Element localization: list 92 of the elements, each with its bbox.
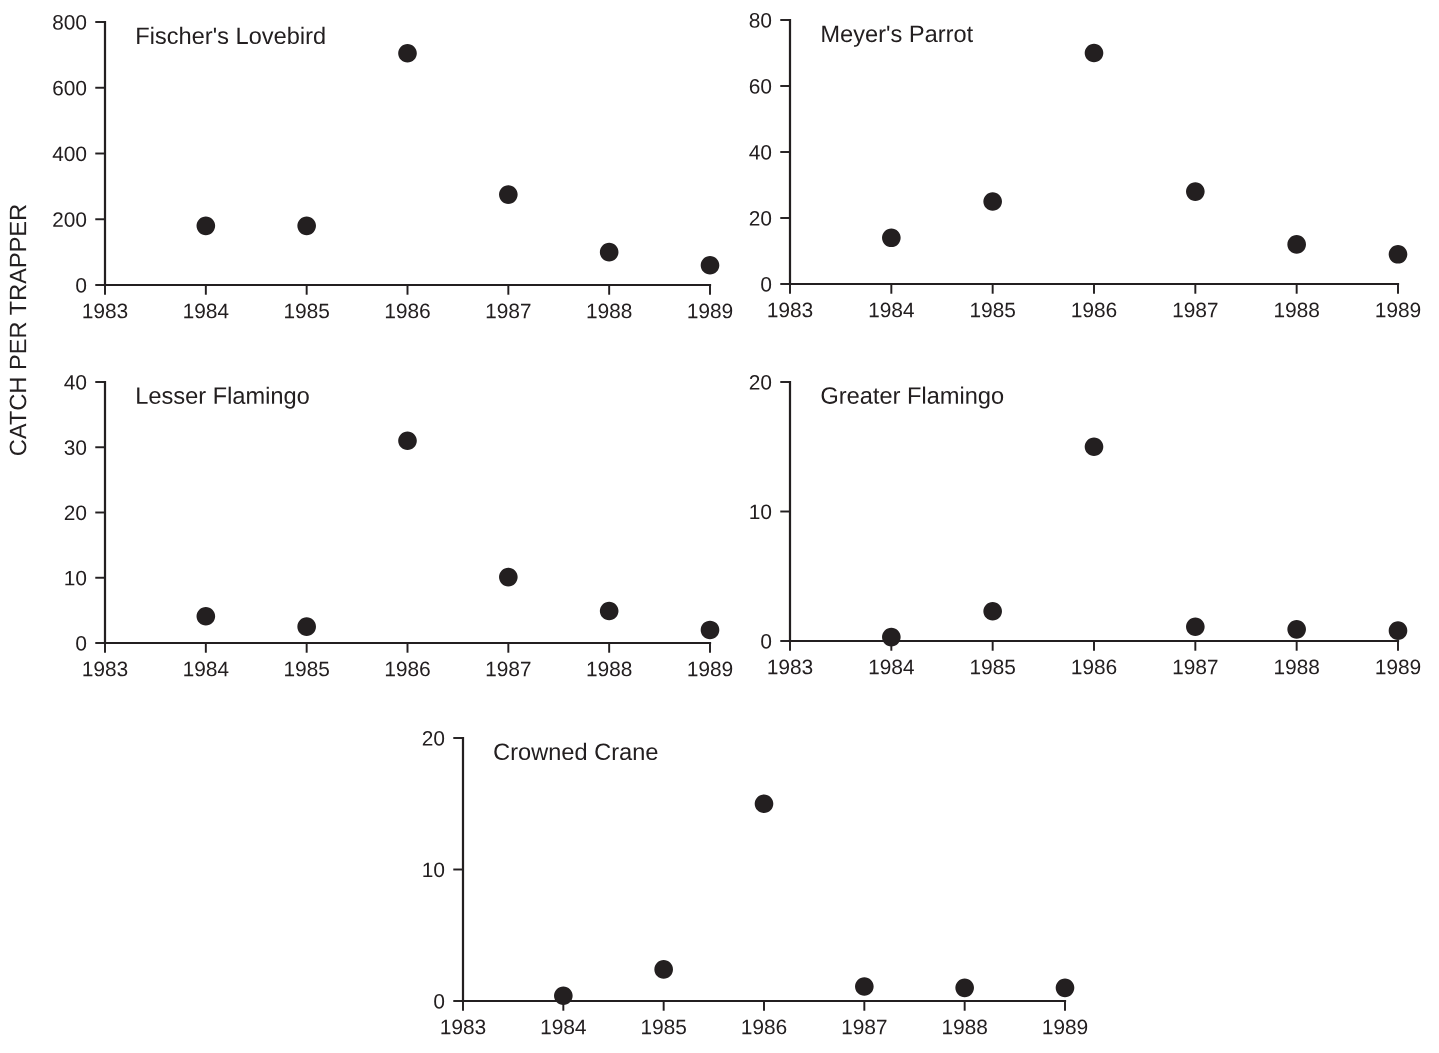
y-tick-label: 20 [422, 731, 445, 746]
point [754, 794, 774, 814]
y-tick-label: 0 [76, 278, 87, 293]
point [599, 601, 619, 621]
x-tick-label: 1989 [1043, 1019, 1088, 1035]
x-tick-label: 1987 [486, 661, 531, 677]
point [1388, 244, 1408, 264]
x-tick-label: 1986 [385, 661, 430, 677]
point [196, 216, 216, 236]
x-tick-label: 1983 [768, 659, 813, 675]
y-tick-label: 20 [749, 211, 772, 226]
point [1186, 617, 1205, 637]
x-tick-label: 1987 [486, 303, 531, 319]
point [499, 185, 518, 204]
x-tick-label: 1984 [869, 659, 914, 675]
point [1186, 182, 1205, 201]
y-tick-label: 10 [750, 504, 772, 520]
x-tick-label: 1986 [1072, 302, 1117, 318]
x-tick-label: 1983 [441, 1019, 486, 1035]
point [398, 431, 417, 451]
point [499, 567, 518, 587]
chart-title: Meyer's Parrot [822, 25, 973, 47]
y-axis-title: CATCH PER TRAPPER [9, 204, 27, 455]
x-tick-label: 1983 [768, 302, 813, 318]
x-tick-label: 1984 [184, 303, 229, 319]
y-tick-label: 800 [53, 15, 87, 30]
chart-title: Greater Flamingo [821, 386, 1004, 409]
point [983, 601, 1002, 621]
x-tick-label: 1988 [943, 1019, 987, 1035]
y-tick-label: 20 [64, 505, 87, 521]
y-tick-label: 10 [423, 862, 445, 878]
x-tick-label: 1985 [285, 303, 329, 319]
x-tick-label: 1988 [1275, 659, 1319, 675]
x-tick-label: 1989 [688, 661, 733, 677]
y-tick-label: 80 [749, 13, 772, 28]
point [1084, 437, 1104, 457]
x-tick-label: 1986 [742, 1019, 787, 1035]
point [1287, 620, 1306, 639]
x-tick-label: 1988 [587, 661, 632, 677]
x-tick-label: 1983 [83, 661, 128, 677]
x-tick-label: 1987 [1173, 302, 1218, 318]
point [955, 978, 974, 998]
point [983, 192, 1002, 211]
y-tick-label: 400 [52, 146, 87, 162]
x-tick-label: 1988 [587, 303, 632, 319]
y-tick-label: 600 [53, 80, 87, 96]
x-tick-label: 1987 [1173, 659, 1218, 675]
y-tick-label: 0 [761, 634, 772, 649]
point [654, 960, 673, 979]
point [1388, 621, 1408, 640]
x-tick-label: 1986 [1072, 659, 1117, 675]
point [700, 255, 720, 275]
point [297, 617, 316, 636]
x-tick-label: 1984 [869, 302, 914, 318]
x-tick-label: 1988 [1275, 302, 1319, 318]
x-tick-label: 1989 [1376, 659, 1421, 675]
point [700, 620, 720, 640]
y-tick-label: 0 [76, 636, 87, 651]
chart-title: Fischer's Lovebird [137, 26, 325, 45]
y-tick-label: 200 [53, 212, 87, 227]
point [1287, 235, 1306, 254]
point [1055, 978, 1075, 998]
y-tick-label: 10 [65, 570, 87, 586]
point [882, 627, 901, 647]
y-tick-label: 20 [749, 375, 772, 390]
point [599, 242, 619, 262]
x-tick-label: 1985 [971, 302, 1015, 318]
point [297, 216, 316, 236]
x-tick-label: 1983 [83, 303, 128, 319]
x-tick-label: 1985 [642, 1019, 686, 1035]
point [196, 606, 216, 626]
y-tick-label: 0 [761, 277, 772, 292]
point [554, 986, 573, 1006]
chart-title: Lesser Flamingo [137, 386, 309, 409]
x-tick-label: 1986 [385, 303, 430, 319]
y-tick-label: 0 [434, 994, 445, 1009]
x-tick-label: 1989 [1376, 302, 1421, 318]
y-tick-label: 60 [749, 79, 772, 94]
x-tick-label: 1984 [541, 1019, 586, 1035]
x-tick-label: 1985 [285, 661, 329, 677]
x-tick-label: 1989 [688, 303, 733, 319]
y-tick-label: 40 [64, 375, 87, 390]
y-tick-label: 40 [749, 145, 772, 160]
point [882, 228, 901, 248]
point [855, 977, 874, 996]
point [398, 43, 417, 63]
x-tick-label: 1985 [971, 659, 1015, 675]
chart-title: Crowned Crane [494, 742, 658, 761]
x-tick-label: 1984 [184, 661, 229, 677]
point [1084, 43, 1104, 63]
x-tick-label: 1987 [842, 1019, 887, 1035]
y-tick-label: 30 [64, 440, 87, 455]
